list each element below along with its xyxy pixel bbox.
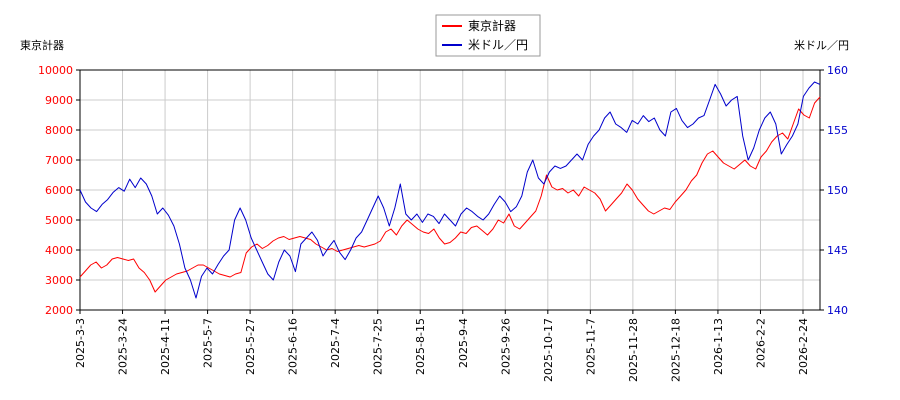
x-tick-label: 2025-12-18 <box>669 318 682 382</box>
x-tick-label: 2026-2-24 <box>797 318 810 375</box>
x-tick-label: 2025-7-4 <box>329 318 342 368</box>
x-tick-label: 2025-6-16 <box>287 318 300 375</box>
left-tick-label: 7000 <box>45 154 73 167</box>
series-line-tokyo-keiki <box>79 96 821 293</box>
axis-ticks: 2000 3000 4000 5000 6000 7000 8000 9000 10000 140… <box>38 64 848 382</box>
left-tick-label: 10000 <box>38 64 73 77</box>
x-tick-label: 2026-2-2 <box>754 318 767 368</box>
legend: 東京計器 米ドル／円 <box>435 14 541 57</box>
left-tick-label: 2000 <box>45 304 73 317</box>
x-tick-label: 2025-11-7 <box>584 318 597 375</box>
left-tick-label: 6000 <box>45 184 73 197</box>
left-tick-label: 4000 <box>45 244 73 257</box>
x-tick-label: 2025-3-24 <box>117 318 130 375</box>
right-tick-label: 160 <box>827 64 848 77</box>
right-axis-label: 米ドル／円 <box>794 39 849 52</box>
left-tick-label: 5000 <box>45 214 73 227</box>
x-tick-label: 2025-10-17 <box>542 318 555 382</box>
right-tick-label: 150 <box>827 184 848 197</box>
series-lines <box>79 81 821 299</box>
right-tick-label: 145 <box>827 244 848 257</box>
left-axis-label: 東京計器 <box>20 38 64 52</box>
x-tick-label: 2025-3-3 <box>74 318 87 368</box>
x-tick-label: 2025-4-11 <box>159 318 172 375</box>
right-tick-label: 155 <box>827 124 848 137</box>
legend-label-usd-jpy: 米ドル／円 <box>468 38 528 52</box>
legend-box <box>435 14 541 57</box>
grid-lines <box>79 69 820 311</box>
legend-label-tokyo-keiki: 東京計器 <box>468 18 516 33</box>
left-tick-label: 3000 <box>45 274 73 287</box>
x-tick-label: 2026-1-13 <box>712 318 725 375</box>
x-tick-label: 2025-8-15 <box>414 318 427 375</box>
x-tick-label: 2025-9-4 <box>457 318 470 368</box>
x-tick-label: 2025-7-25 <box>372 318 385 375</box>
x-tick-label: 2025-9-26 <box>499 318 512 375</box>
series-line-usd-jpy <box>79 81 821 299</box>
x-tick-label: 2025-5-7 <box>202 318 215 368</box>
x-tick-label: 2025-5-27 <box>244 318 257 375</box>
right-tick-label: 140 <box>827 304 848 317</box>
left-tick-label: 8000 <box>45 124 73 137</box>
x-tick-label: 2025-11-28 <box>627 318 640 382</box>
left-tick-label: 9000 <box>45 94 73 107</box>
